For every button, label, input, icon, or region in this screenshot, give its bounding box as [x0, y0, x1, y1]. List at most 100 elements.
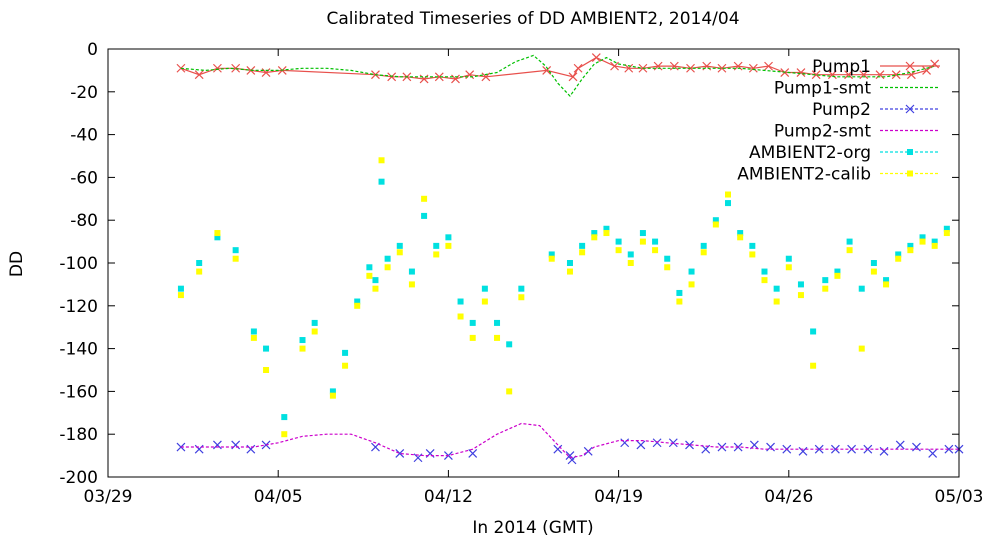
series-pump2 [176, 438, 964, 465]
data-point [231, 63, 241, 73]
data-point [250, 328, 257, 335]
data-point [566, 260, 573, 266]
data-point [891, 70, 901, 80]
x-tick-label: 03/29 [84, 487, 133, 507]
data-point [354, 302, 361, 309]
data-point [822, 277, 829, 284]
data-point [372, 285, 379, 292]
data-point [907, 242, 914, 249]
data-point [299, 345, 306, 352]
data-point [481, 298, 488, 305]
data-point [506, 341, 513, 348]
data-point [773, 285, 780, 292]
data-point [870, 260, 877, 266]
legend: Pump1Pump1-smtPump2Pump2-smtAMBIENT2-org… [737, 57, 940, 185]
data-point [615, 247, 622, 254]
legend-label: AMBIENT2-calib [737, 165, 871, 185]
data-point [212, 63, 222, 73]
data-point [591, 234, 598, 241]
data-point [542, 65, 552, 75]
data-point [506, 388, 513, 395]
x-tick-label: 05/03 [935, 487, 984, 507]
series-line [180, 54, 935, 98]
x-tick-label: 04/12 [424, 487, 473, 507]
data-point [421, 195, 428, 202]
data-point [737, 230, 744, 237]
data-point [811, 70, 821, 80]
data-point [919, 238, 926, 245]
data-point [311, 319, 318, 326]
y-tick-label: -200 [59, 468, 98, 488]
data-point [494, 319, 501, 326]
data-point [425, 449, 435, 458]
data-point [620, 438, 630, 448]
data-point [652, 238, 659, 245]
data-point [810, 328, 817, 335]
data-point [354, 298, 361, 305]
data-point [685, 440, 694, 450]
plot-area [176, 53, 964, 465]
data-point [737, 234, 744, 241]
data-point [700, 242, 707, 249]
legend-label: Pump2-smt [774, 122, 871, 142]
data-point [591, 53, 601, 62]
data-point [761, 268, 768, 275]
series-pump1-smt [180, 54, 935, 98]
data-point [263, 367, 270, 373]
data-point [579, 242, 586, 249]
legend-marker [907, 170, 913, 177]
data-point [810, 362, 817, 369]
data-point [342, 349, 349, 356]
data-point [717, 63, 727, 73]
data-point [797, 281, 804, 288]
data-point [652, 438, 662, 448]
x-tick-label: 04/05 [254, 487, 303, 507]
data-point [676, 289, 683, 296]
data-point [573, 63, 583, 73]
data-point [895, 251, 902, 258]
data-point [928, 449, 938, 458]
data-point [895, 255, 902, 262]
data-point [408, 281, 415, 288]
data-point [664, 264, 671, 271]
data-point [378, 157, 385, 164]
data-point [299, 337, 306, 344]
data-point [639, 230, 646, 237]
data-point [627, 251, 634, 258]
legend-label: AMBIENT2-org [749, 143, 871, 163]
y-tick-label: -140 [59, 340, 98, 360]
data-point [518, 285, 525, 292]
data-point [494, 334, 501, 341]
axes: 0 -20 -40 -60 -80 -100 -120 -140 -160 -180 -20003/… [59, 40, 983, 507]
series-pump2-smt [180, 422, 959, 459]
data-point [669, 61, 679, 71]
legend-label: Pump2 [812, 100, 871, 120]
data-point [232, 247, 239, 254]
data-point [372, 277, 379, 284]
data-point [748, 63, 758, 73]
data-point [912, 442, 921, 452]
data-point [636, 440, 646, 450]
data-point [603, 225, 610, 232]
data-point [883, 277, 890, 284]
data-point [895, 440, 905, 450]
data-point [421, 212, 428, 219]
data-point [931, 242, 938, 249]
data-point [212, 440, 222, 450]
data-point [822, 285, 829, 292]
data-point [194, 70, 204, 80]
data-point [395, 449, 405, 458]
y-tick-label: -180 [59, 425, 98, 445]
data-point [846, 238, 853, 245]
data-point [214, 230, 221, 237]
data-point [797, 292, 804, 299]
data-point [603, 230, 610, 237]
legend-marker [907, 149, 913, 155]
y-tick-label: -80 [70, 211, 98, 231]
data-point [433, 251, 440, 258]
data-point [652, 247, 659, 254]
legend-marker [905, 104, 915, 114]
data-point [457, 298, 464, 305]
data-point [639, 238, 646, 245]
